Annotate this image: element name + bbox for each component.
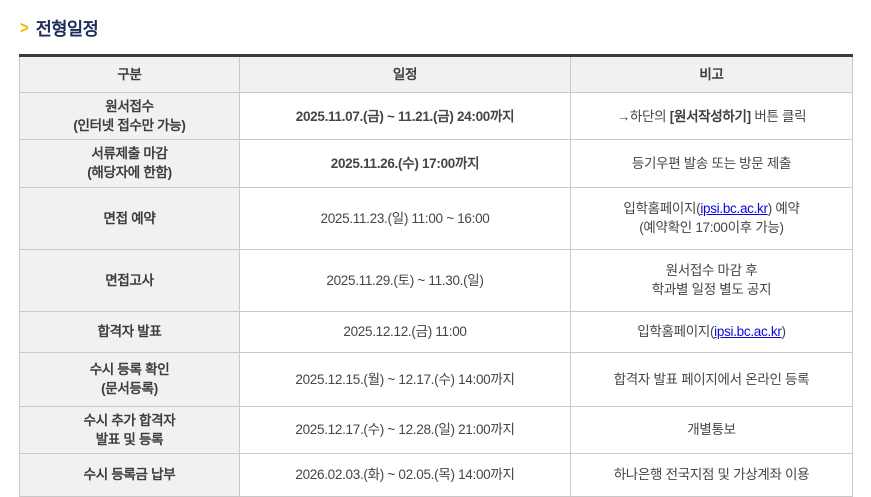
row-schedule: 2025.12.17.(수) ~ 12.28.(일) 21:00까지 (239, 405, 571, 454)
row-remark: 입학홈페이지(ipsi.bc.ac.kr) 예약 (예약확인 17:00이후 가능… (570, 186, 853, 250)
row-remark: 입학홈페이지(ipsi.bc.ac.kr) (570, 310, 853, 353)
row-category: 면접 예약 (19, 186, 240, 250)
table-row: 합격자 발표 2025.12.12.(금) 11:00 입학홈페이지(ipsi.… (19, 310, 853, 353)
row-category: 수시 추가 합격자 발표 및 등록 (19, 405, 240, 454)
remark-text: 버튼 클릭 (750, 108, 807, 124)
row-category: 면접고사 (19, 248, 240, 312)
admission-site-link[interactable]: ipsi.bc.ac.kr (700, 200, 768, 216)
remark-text: →하단의 (616, 108, 670, 124)
admission-site-link[interactable]: ipsi.bc.ac.kr (714, 324, 782, 340)
table-row: 면접 예약 2025.11.23.(일) 11:00 ~ 16:00 입학홈페이… (19, 186, 853, 250)
row-category: 합격자 발표 (19, 310, 240, 353)
table-row: 서류제출 마감 (해당자에 한함) 2025.11.26.(수) 17:00까지… (19, 139, 853, 188)
page-title: 전형일정 (35, 19, 99, 39)
table-row: 면접고사 2025.11.29.(토) ~ 11.30.(일) 원서접수 마감 … (19, 248, 853, 312)
row-schedule: 2025.11.07.(금) ~ 11.21.(금) 24:00까지 (239, 91, 571, 141)
row-category: 원서접수 (인터넷 접수만 가능) (19, 91, 240, 141)
admission-schedule-table: 구분 일정 비고 원서접수 (인터넷 접수만 가능) 2025.11.07.(금… (19, 54, 853, 497)
row-remark: 등기우편 발송 또는 방문 제출 (570, 139, 853, 188)
chevron-right-icon: > (20, 18, 29, 39)
row-remark: →하단의 [원서작성하기] 버튼 클릭 (570, 91, 853, 141)
remark-text: ) 예약 (767, 200, 800, 216)
column-header-schedule: 일정 (239, 55, 571, 93)
table-row: 수시 등록 확인 (문서등록) 2025.12.15.(월) ~ 12.17.(… (19, 351, 853, 407)
section-header: > 전형일정 (20, 16, 852, 41)
table-row: 원서접수 (인터넷 접수만 가능) 2025.11.07.(금) ~ 11.21… (19, 91, 853, 141)
row-schedule: 2025.12.12.(금) 11:00 (239, 310, 571, 353)
remark-button-ref: [원서작성하기] (669, 108, 751, 124)
row-schedule: 2025.12.15.(월) ~ 12.17.(수) 14:00까지 (239, 351, 571, 407)
column-header-category: 구분 (19, 55, 240, 93)
table-row: 수시 추가 합격자 발표 및 등록 2025.12.17.(수) ~ 12.28… (19, 405, 853, 454)
remark-text: ) (781, 324, 787, 340)
row-remark: 개별통보 (570, 405, 853, 454)
row-schedule: 2025.11.26.(수) 17:00까지 (239, 139, 571, 188)
row-schedule: 2025.11.29.(토) ~ 11.30.(일) (239, 248, 571, 312)
column-header-remark: 비고 (570, 55, 853, 93)
remark-text: 입학홈페이지( (623, 200, 701, 216)
row-category: 수시 등록 확인 (문서등록) (19, 351, 240, 407)
remark-text: 입학홈페이지( (637, 324, 715, 340)
row-remark: 합격자 발표 페이지에서 온라인 등록 (570, 351, 853, 407)
table-header-row: 구분 일정 비고 (19, 55, 853, 93)
remark-note: (예약확인 17:00이후 가능) (639, 220, 784, 236)
row-schedule: 2025.11.23.(일) 11:00 ~ 16:00 (239, 186, 571, 250)
row-remark: 원서접수 마감 후 학과별 일정 별도 공지 (570, 248, 853, 312)
row-category: 서류제출 마감 (해당자에 한함) (19, 139, 240, 188)
